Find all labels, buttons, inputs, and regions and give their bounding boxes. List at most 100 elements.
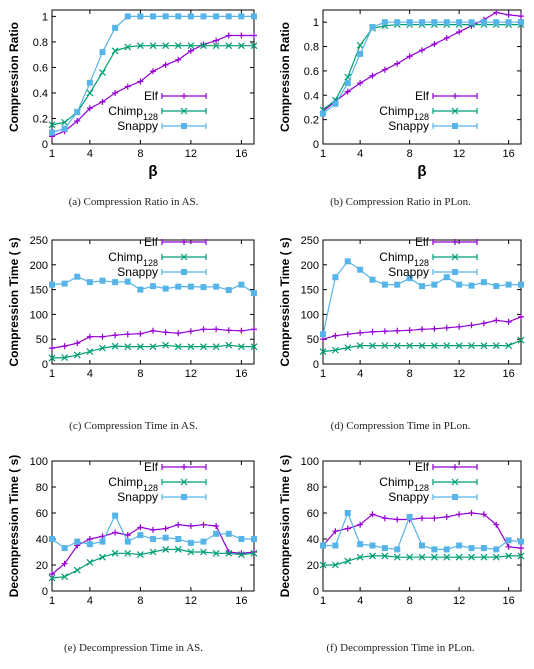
data-point bbox=[357, 329, 364, 336]
x-tick-label: 4 bbox=[87, 148, 93, 160]
data-point bbox=[443, 274, 450, 281]
x-tick-label: 16 bbox=[235, 368, 247, 380]
data-point bbox=[124, 43, 132, 51]
data-point bbox=[200, 42, 207, 50]
legend-endcap bbox=[432, 269, 478, 275]
data-point bbox=[200, 548, 207, 556]
data-point bbox=[48, 354, 56, 362]
data-point bbox=[468, 282, 475, 289]
data-point bbox=[162, 61, 169, 68]
y-tick-label: 0.6 bbox=[33, 62, 48, 74]
legend-marker bbox=[451, 253, 459, 261]
y-tick-label: 20 bbox=[36, 560, 48, 572]
y-tick-label: 50 bbox=[307, 334, 319, 346]
data-point bbox=[505, 552, 513, 560]
data-point bbox=[238, 13, 245, 20]
data-point bbox=[394, 281, 401, 288]
data-point bbox=[124, 13, 131, 20]
series-elf bbox=[320, 313, 524, 343]
data-point bbox=[61, 560, 68, 567]
legend-label: Snappy bbox=[388, 265, 429, 279]
plot-frame bbox=[322, 460, 522, 592]
data-point bbox=[136, 551, 144, 559]
data-point bbox=[99, 98, 106, 105]
data-point bbox=[443, 324, 450, 331]
x-tick-label: 1 bbox=[49, 595, 55, 607]
y-tick-label: 0.8 bbox=[33, 37, 48, 49]
data-point bbox=[237, 42, 245, 50]
data-point bbox=[356, 553, 364, 561]
data-point bbox=[150, 327, 156, 334]
legend-endcap bbox=[161, 239, 207, 245]
x-tick-label: 4 bbox=[87, 368, 93, 380]
chart-a-svg: 0 0.2 0.4 0.6 0.8 1 1 4 8 12 16 Compression Ratio β E… bbox=[7, 9, 258, 180]
x-tick-label: 12 bbox=[185, 595, 197, 607]
data-point bbox=[238, 32, 245, 39]
data-point bbox=[187, 343, 195, 351]
data-point bbox=[112, 529, 119, 536]
series-chimp128 bbox=[48, 42, 258, 129]
data-point bbox=[49, 281, 55, 288]
data-point bbox=[493, 317, 500, 324]
data-point bbox=[86, 558, 94, 566]
data-point bbox=[468, 510, 475, 516]
legend-label: Elf bbox=[415, 235, 430, 249]
y-tick-label: 200 bbox=[30, 260, 48, 272]
data-point bbox=[250, 42, 258, 50]
data-point bbox=[200, 521, 207, 528]
data-point bbox=[251, 32, 257, 39]
data-point bbox=[124, 343, 132, 351]
data-point bbox=[48, 121, 56, 129]
chart-panel-a: 0 0.2 0.4 0.6 0.8 1 1 4 8 12 16 Compression Ratio β E… bbox=[0, 0, 267, 220]
y-tick-label: 250 bbox=[301, 235, 319, 247]
data-point bbox=[381, 66, 388, 73]
chart-f-caption: (f) Decompression Time in PLon. bbox=[326, 642, 475, 654]
legend-marker bbox=[180, 107, 188, 115]
legend-marker bbox=[181, 239, 187, 245]
y-axis-label: Decompression Time ( s) bbox=[7, 455, 21, 598]
x-tick-label: 12 bbox=[453, 148, 465, 160]
data-point bbox=[381, 281, 388, 288]
data-point bbox=[137, 532, 144, 539]
data-point bbox=[86, 79, 93, 86]
plot-frame bbox=[51, 460, 255, 592]
data-point bbox=[356, 342, 364, 350]
data-point bbox=[237, 343, 245, 351]
data-point bbox=[369, 342, 376, 350]
data-point bbox=[162, 13, 169, 20]
chart-e-svg: 0 20 40 60 80 100 1 4 8 12 16 Decompression Time ( … bbox=[7, 455, 258, 607]
data-point bbox=[406, 553, 414, 561]
y-tick-label: 0.4 bbox=[304, 90, 319, 102]
data-point bbox=[187, 523, 194, 529]
data-point bbox=[480, 511, 487, 518]
x-tick-label: 12 bbox=[185, 368, 197, 380]
plot-frame bbox=[322, 9, 522, 145]
x-tick-label: 4 bbox=[87, 595, 93, 607]
y-tick-label: 20 bbox=[307, 560, 319, 572]
data-point bbox=[369, 552, 376, 560]
data-point bbox=[136, 343, 144, 351]
data-point bbox=[251, 536, 257, 542]
legend-marker bbox=[181, 464, 187, 470]
data-point bbox=[200, 343, 207, 351]
data-point bbox=[124, 331, 131, 338]
data-point bbox=[505, 318, 512, 325]
x-tick-label: 16 bbox=[503, 595, 515, 607]
chart-c-svg: 0 50 100 150 200 250 1 4 8 12 16 Compression Time (… bbox=[7, 235, 258, 380]
data-point bbox=[124, 532, 131, 539]
data-point bbox=[225, 530, 232, 537]
legend-marker bbox=[180, 253, 188, 261]
legend-endcap bbox=[161, 254, 207, 260]
x-tick-label: 4 bbox=[357, 148, 363, 160]
y-tick-label: 80 bbox=[36, 482, 48, 494]
data-point bbox=[493, 521, 500, 528]
x-tick-label: 1 bbox=[49, 368, 55, 380]
data-point bbox=[124, 278, 131, 285]
data-point bbox=[124, 549, 132, 557]
x-tick-label: 4 bbox=[357, 595, 363, 607]
y-tick-label: 80 bbox=[307, 482, 319, 494]
data-point bbox=[61, 545, 68, 552]
data-point bbox=[419, 47, 425, 54]
data-point bbox=[238, 536, 245, 542]
y-axis-label: Compression Ratio bbox=[278, 22, 292, 132]
